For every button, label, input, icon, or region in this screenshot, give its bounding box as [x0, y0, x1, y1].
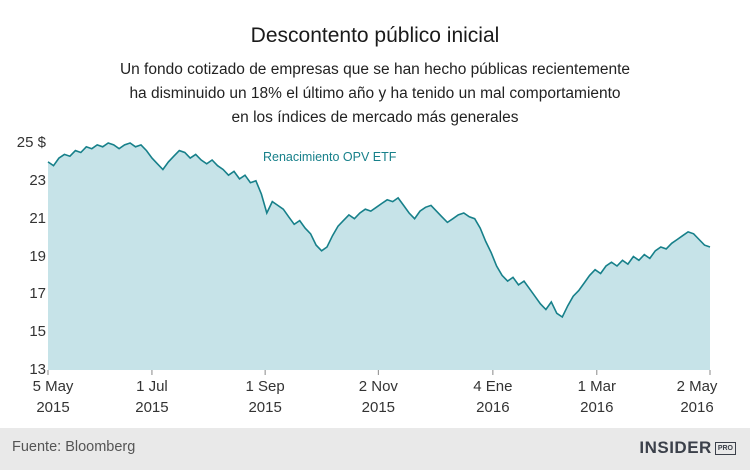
- brand-pro-badge: PRO: [714, 441, 736, 455]
- x-tick-year: 2016: [580, 399, 614, 416]
- x-tick-label: 1 Sep 2015: [220, 376, 310, 418]
- y-tick-label: 15: [29, 323, 46, 341]
- x-tick-date: 2 May: [676, 378, 718, 395]
- y-tick-label: 21: [29, 209, 46, 227]
- series-label: Renacimiento OPV ETF: [263, 150, 397, 164]
- x-tick-date: 1 Sep: [245, 378, 285, 395]
- x-tick-year: 2015: [361, 399, 396, 416]
- source-text: Fuente: Bloomberg: [12, 439, 136, 455]
- x-tick-year: 2015: [248, 399, 282, 416]
- x-tick-date: 1 Mar: [577, 378, 616, 395]
- x-tick-date: 5 May: [32, 378, 74, 395]
- x-tick-year: 2016: [680, 399, 714, 416]
- x-tick-label: 2 Nov 2015: [333, 376, 423, 418]
- x-tick-year: 2015: [36, 399, 70, 416]
- x-tick-year: 2015: [135, 399, 169, 416]
- x-tick-label: 1 Mar 2016: [552, 376, 642, 418]
- brand-name: INSIDER: [639, 438, 712, 457]
- x-tick-year: 2016: [476, 399, 510, 416]
- subtitle-line-3: en los índices de mercado más generales: [231, 109, 519, 126]
- footer-bar: Fuente: Bloomberg INSIDER PRO: [0, 428, 750, 470]
- x-tick-label: 5 May 2015: [8, 376, 98, 418]
- etf-area-fill: [48, 143, 710, 370]
- subtitle-line-1: Un fondo cotizado de empresas que se han…: [119, 61, 631, 78]
- chart-title: Descontento público inicial: [250, 24, 500, 47]
- insider-pro-logo: INSIDER PRO: [639, 438, 736, 458]
- y-tick-label: 23: [29, 171, 46, 189]
- y-tick-label: 25 $: [16, 134, 46, 151]
- x-tick-date: 2 Nov: [358, 378, 398, 395]
- x-tick-date: 1 Jul: [136, 378, 168, 395]
- x-tick-label: 2 May 2016: [652, 376, 742, 418]
- x-tick-label: 4 Ene 2016: [448, 376, 538, 418]
- y-tick-label: 19: [29, 247, 46, 265]
- subtitle-line-2: ha disminuido un 18% el último año y ha …: [129, 85, 621, 102]
- y-tick-label: 17: [29, 285, 46, 303]
- etf-price-line: [47, 142, 711, 319]
- x-tick-date: 4 Ene: [473, 378, 513, 395]
- chart-subtitle: Un fondo cotizado de empresas que se han…: [0, 58, 750, 130]
- x-tick-label: 1 Jul 2015: [107, 376, 197, 418]
- y-tick-label: 13: [29, 361, 46, 378]
